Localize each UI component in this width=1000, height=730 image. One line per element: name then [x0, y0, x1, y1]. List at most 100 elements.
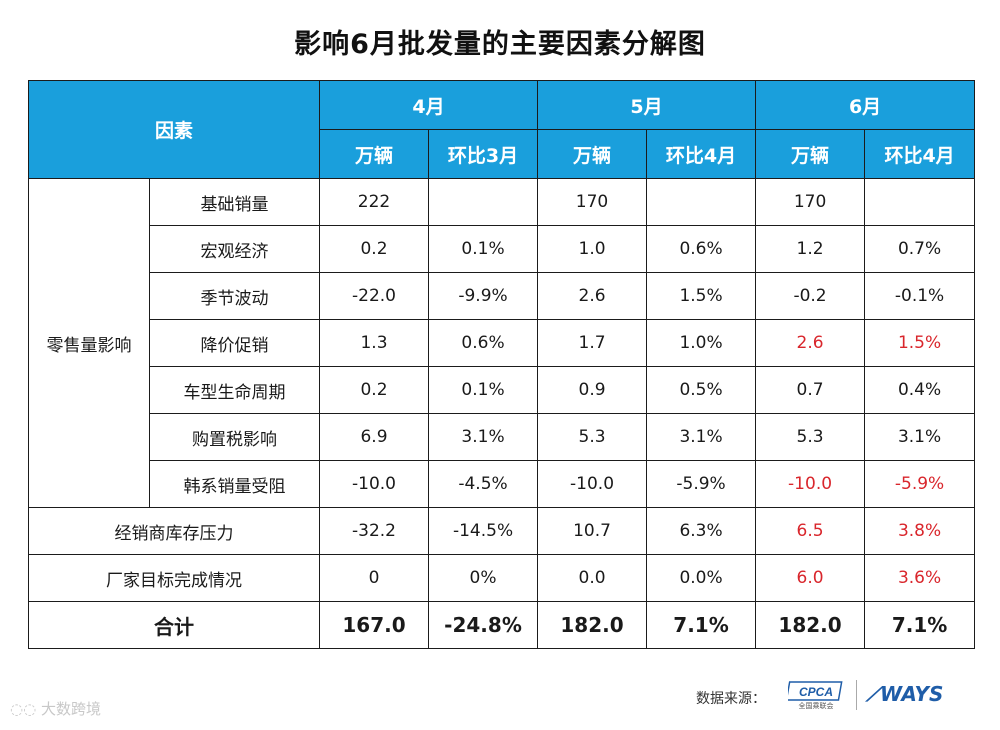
ways-swoosh-icon: ⟋ — [866, 682, 880, 706]
row-label: 韩系销量受阻 — [148, 460, 321, 508]
cell: 0.0 — [537, 554, 648, 602]
cell: 0.9 — [537, 366, 648, 414]
cell: 0.6% — [646, 225, 757, 273]
row-label: 宏观经济 — [148, 225, 321, 273]
table-row: 降价促销 1.3 0.6% 1.7 1.0% 2.6 1.5% — [29, 319, 976, 367]
cell — [646, 178, 757, 226]
ways-logo: ⟋WAYS — [866, 682, 943, 706]
row-label: 车型生命周期 — [148, 366, 321, 414]
cell: 1.0 — [537, 225, 648, 273]
table-row: 季节波动 -22.0 -9.9% 2.6 1.5% -0.2 -0.1% — [29, 272, 976, 320]
header-factor: 因素 — [27, 80, 321, 179]
table-row: 宏观经济 0.2 0.1% 1.0 0.6% 1.2 0.7% — [29, 225, 976, 273]
header-sub: 万辆 — [537, 129, 648, 179]
watermark: ◌◌ 大数跨境 — [10, 698, 101, 719]
table-row: 韩系销量受阻 -10.0 -4.5% -10.0 -5.9% -10.0 -5.… — [29, 460, 976, 508]
total-cell: 182.0 — [537, 601, 648, 649]
cell: 1.0% — [646, 319, 757, 367]
cell: 1.7 — [537, 319, 648, 367]
cell: 6.9 — [319, 413, 430, 461]
cell: -4.5% — [428, 460, 539, 508]
row-label: 基础销量 — [148, 178, 321, 226]
cell: 10.7 — [537, 507, 648, 555]
cell-highlight: 3.8% — [864, 507, 976, 555]
page-title: 影响6月批发量的主要因素分解图 — [294, 29, 706, 60]
cell: 0.7% — [864, 225, 976, 273]
row-label: 经销商库存压力 — [27, 507, 321, 555]
header-sub: 万辆 — [755, 129, 866, 179]
cell-highlight: 2.6 — [755, 319, 866, 367]
cell: 5.3 — [537, 413, 648, 461]
cell: 0.2 — [319, 225, 430, 273]
header-month-jun: 6月 — [755, 80, 976, 130]
cell-highlight: 6.0 — [755, 554, 866, 602]
header-month-apr: 4月 — [319, 80, 539, 130]
cell: 0.4% — [864, 366, 976, 414]
header-sub: 环比3月 — [428, 129, 539, 179]
total-label: 合计 — [27, 601, 321, 649]
table-row: 厂家目标完成情况 0 0% 0.0 0.0% 6.0 3.6% — [27, 554, 976, 602]
cell: 0.2 — [319, 366, 430, 414]
cell: 3.1% — [428, 413, 539, 461]
cell: -22.0 — [319, 272, 430, 320]
table-row: 经销商库存压力 -32.2 -14.5% 10.7 6.3% 6.5 3.8% — [27, 507, 976, 555]
cell: -10.0 — [537, 460, 648, 508]
cell: 170 — [755, 178, 866, 226]
cell: -0.2 — [755, 272, 866, 320]
group-label-retail: 零售量影响 — [28, 178, 150, 508]
cell: 0.5% — [646, 366, 757, 414]
header-sub: 环比4月 — [864, 129, 976, 179]
row-label: 购置税影响 — [148, 413, 321, 461]
cell: -14.5% — [428, 507, 539, 555]
cell: 0.0% — [646, 554, 757, 602]
cell: 3.1% — [646, 413, 757, 461]
cell-highlight: 6.5 — [755, 507, 866, 555]
source-label: 数据来源： — [696, 691, 766, 707]
table-row: 车型生命周期 0.2 0.1% 0.9 0.5% 0.7 0.4% — [29, 366, 976, 414]
watermark-logo-icon: ◌◌ — [10, 700, 37, 718]
cell: 0% — [428, 554, 539, 602]
cell-highlight: -10.0 — [755, 460, 866, 508]
cpca-logo-subtext: 全国乘联会 — [799, 701, 834, 710]
cell: 5.3 — [755, 413, 866, 461]
cell: 170 — [537, 178, 648, 226]
cell: 0.6% — [428, 319, 539, 367]
factor-table: 因素 4月 5月 6月 万辆 环比3月 万辆 环比4月 万辆 环比4月 零售量影… — [27, 80, 976, 649]
table-row: 零售量影响 基础销量 222 170 170 — [28, 178, 976, 508]
header-sub: 万辆 — [319, 129, 430, 179]
ways-logo-text: WAYS — [880, 682, 944, 706]
cell-highlight: -5.9% — [864, 460, 976, 508]
total-cell: 182.0 — [755, 601, 866, 649]
watermark-text: 大数跨境 — [40, 700, 101, 718]
total-cell: 7.1% — [864, 601, 976, 649]
row-label: 厂家目标完成情况 — [27, 554, 321, 602]
cell — [428, 178, 539, 226]
cell: 0.1% — [428, 366, 539, 414]
cell: 3.1% — [864, 413, 976, 461]
total-row: 合计 167.0 -24.8% 182.0 7.1% 182.0 7.1% — [27, 601, 976, 649]
cpca-logo: CPCA 全国乘联会 — [788, 681, 843, 710]
cell: 6.3% — [646, 507, 757, 555]
cell: 1.3 — [319, 319, 430, 367]
cell: 0 — [319, 554, 430, 602]
cell: -10.0 — [319, 460, 430, 508]
logo-divider — [856, 680, 857, 710]
cell: 0.1% — [428, 225, 539, 273]
total-cell: -24.8% — [428, 601, 539, 649]
cell-highlight: 1.5% — [864, 319, 976, 367]
cell: 0.7 — [755, 366, 866, 414]
cell: 1.5% — [646, 272, 757, 320]
cell: -9.9% — [428, 272, 539, 320]
row-label: 降价促销 — [148, 319, 321, 367]
cell: 222 — [319, 178, 430, 226]
cell: 2.6 — [537, 272, 648, 320]
cell: -32.2 — [319, 507, 430, 555]
header-sub: 环比4月 — [646, 129, 757, 179]
cell-highlight: 3.6% — [864, 554, 976, 602]
row-label: 季节波动 — [148, 272, 321, 320]
total-cell: 7.1% — [646, 601, 757, 649]
cell: -0.1% — [864, 272, 976, 320]
cell: 1.2 — [755, 225, 866, 273]
cell — [864, 178, 976, 226]
cell: -5.9% — [646, 460, 757, 508]
